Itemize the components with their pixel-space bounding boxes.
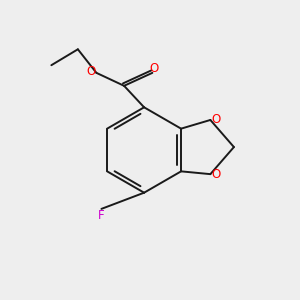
Text: O: O	[211, 113, 220, 127]
Text: F: F	[98, 209, 105, 222]
Text: O: O	[86, 65, 95, 78]
Text: O: O	[149, 62, 158, 75]
Text: O: O	[211, 168, 220, 181]
